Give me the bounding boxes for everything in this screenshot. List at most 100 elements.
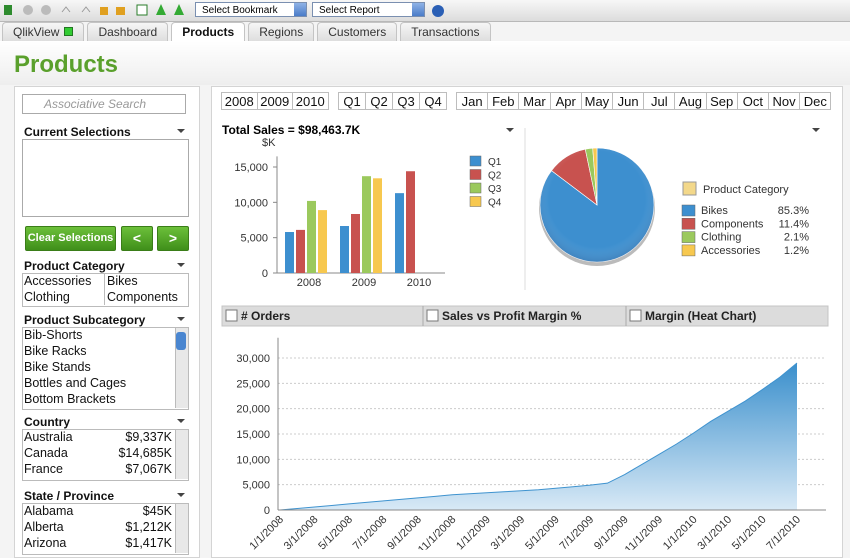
back-button[interactable]: < [121, 226, 153, 251]
legend-label: Q1 [488, 157, 502, 168]
list-item[interactable]: Bike Racks [24, 344, 87, 358]
legend-swatch [681, 231, 696, 243]
tab-strip [221, 305, 829, 327]
filter-button[interactable]: Oct [736, 92, 769, 110]
x-tick-label: 5/1/2010 [730, 514, 769, 550]
x-tick-label: 3/1/2010 [695, 514, 734, 550]
list-item[interactable]: Bikes [107, 274, 138, 288]
bar [362, 176, 371, 273]
header-band [0, 41, 850, 85]
list-item[interactable]: Bib-Shorts [24, 328, 83, 342]
row-value[interactable]: $45K [142, 504, 172, 518]
bookmark-label: Select Bookmark [202, 5, 278, 16]
x-tick-label: 1/1/2009 [454, 514, 493, 550]
list-item[interactable]: Accessories [24, 274, 92, 288]
row-value[interactable]: $14,685K [118, 446, 172, 460]
tab[interactable]: Products [171, 22, 246, 41]
legend-label: Q4 [488, 198, 502, 209]
filter-button[interactable]: Jan [456, 92, 489, 110]
row-name[interactable]: Alabama [24, 504, 74, 518]
listbox-title: Country [24, 415, 70, 429]
y-tick-label: 15,000 [234, 162, 268, 174]
legend-label: Q2 [488, 171, 502, 182]
filter-button[interactable]: Jun [612, 92, 645, 110]
filter-button[interactable]: Aug [674, 92, 707, 110]
row-name[interactable]: Canada [24, 446, 68, 460]
x-tick-label: 2009 [352, 277, 376, 289]
filter-button[interactable]: May [580, 92, 613, 110]
tab[interactable]: Dashboard [87, 22, 169, 41]
chart-tab[interactable]: # Orders [241, 309, 291, 323]
bar [285, 232, 294, 273]
bar [340, 226, 349, 273]
chart-tab[interactable]: Sales vs Profit Margin % [442, 309, 582, 323]
report-select[interactable]: Select Report [312, 2, 425, 17]
row-value[interactable]: $1,212K [125, 520, 172, 534]
legend-label: Components [701, 218, 764, 230]
filter-button[interactable]: Feb [487, 92, 520, 110]
row-name[interactable]: Alberta [24, 520, 64, 534]
filter-button[interactable]: 2008 [221, 92, 258, 110]
bar [395, 193, 404, 273]
legend-label: Clothing [701, 232, 741, 244]
x-tick-label: 11/1/2008 [416, 514, 459, 550]
filter-button[interactable]: Q4 [419, 92, 447, 110]
filter-button[interactable]: Sep [705, 92, 738, 110]
listbox-title: Product Category [24, 259, 125, 273]
list-item[interactable]: Bottles and Cages [24, 376, 127, 390]
list-item[interactable]: Bike Stands [24, 360, 91, 374]
y-tick-label: 30,000 [236, 353, 270, 365]
tab-icon [225, 309, 238, 322]
filter-button[interactable]: 2010 [292, 92, 329, 110]
row-value[interactable]: $9,337K [125, 430, 172, 444]
list-item[interactable]: Bottom Brackets [24, 392, 116, 406]
status-dot [64, 27, 74, 36]
bookmark-select[interactable]: Select Bookmark [195, 2, 307, 17]
filter-button[interactable]: 2009 [256, 92, 293, 110]
tab[interactable]: Customers [317, 22, 398, 41]
filter-button[interactable]: Mar [518, 92, 551, 110]
tab[interactable]: Regions [248, 22, 315, 41]
legend-icon [682, 181, 697, 196]
forward-button[interactable]: > [157, 226, 189, 251]
row-name[interactable]: France [24, 462, 63, 476]
tab[interactable]: Transactions [400, 22, 491, 41]
tab[interactable]: QlikView [2, 22, 85, 41]
filter-button[interactable]: Dec [799, 92, 832, 110]
filter-button[interactable]: Nov [768, 92, 801, 110]
row-name[interactable]: Australia [24, 430, 73, 444]
row-name[interactable]: Arizona [24, 536, 67, 550]
list-item[interactable]: Clothing [24, 290, 70, 304]
legend-value: 1.2% [784, 245, 809, 257]
listbox [22, 327, 189, 410]
list-item[interactable]: Components [107, 290, 178, 304]
divider [104, 273, 105, 305]
filter-button[interactable]: Jul [643, 92, 676, 110]
legend-swatch [681, 204, 696, 217]
filter-button[interactable]: Q3 [392, 92, 420, 110]
area-fill [280, 363, 797, 510]
x-tick-label: 2008 [297, 277, 321, 289]
help-icon[interactable] [431, 4, 445, 18]
filter-button[interactable]: Apr [549, 92, 582, 110]
x-tick-label: 7/1/2010 [764, 514, 803, 550]
selections-title: Current Selections [24, 125, 131, 139]
legend-label: Bikes [701, 205, 728, 217]
legend-swatch [469, 169, 482, 180]
chart-tab[interactable]: Margin (Heat Chart) [645, 309, 756, 323]
chart-title: Total Sales = $98,463.7K [222, 123, 361, 137]
filter-button[interactable]: Q2 [365, 92, 393, 110]
tab-icon [426, 309, 439, 322]
filter-button[interactable]: Q1 [338, 92, 366, 110]
x-tick-label: 3/1/2008 [282, 514, 321, 550]
bar [296, 229, 305, 273]
clear-button[interactable]: Clear Selections [25, 226, 116, 251]
listbox [22, 429, 189, 481]
row-value[interactable]: $1,417K [125, 536, 172, 550]
search-box[interactable] [22, 94, 186, 114]
toolbar: Select Bookmark Select Report [0, 0, 850, 22]
dropdown-arrow [177, 493, 185, 497]
row-value[interactable]: $7,067K [125, 462, 172, 476]
